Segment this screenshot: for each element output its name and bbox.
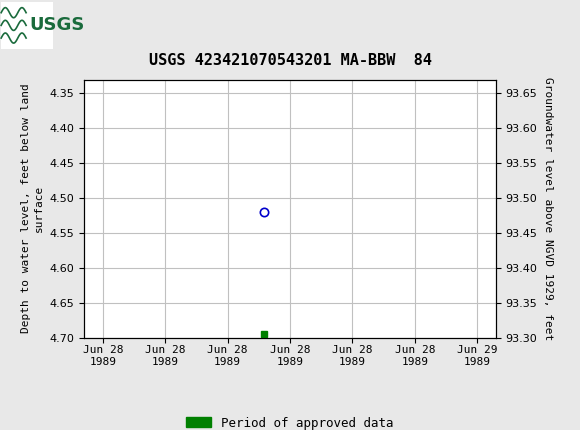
Y-axis label: Depth to water level, feet below land
surface: Depth to water level, feet below land su… [21,84,44,333]
Legend: Period of approved data: Period of approved data [181,412,399,430]
FancyBboxPatch shape [1,2,53,49]
Text: USGS 423421070543201 MA-BBW  84: USGS 423421070543201 MA-BBW 84 [148,53,432,68]
Y-axis label: Groundwater level above NGVD 1929, feet: Groundwater level above NGVD 1929, feet [543,77,553,340]
Text: USGS: USGS [29,16,84,34]
